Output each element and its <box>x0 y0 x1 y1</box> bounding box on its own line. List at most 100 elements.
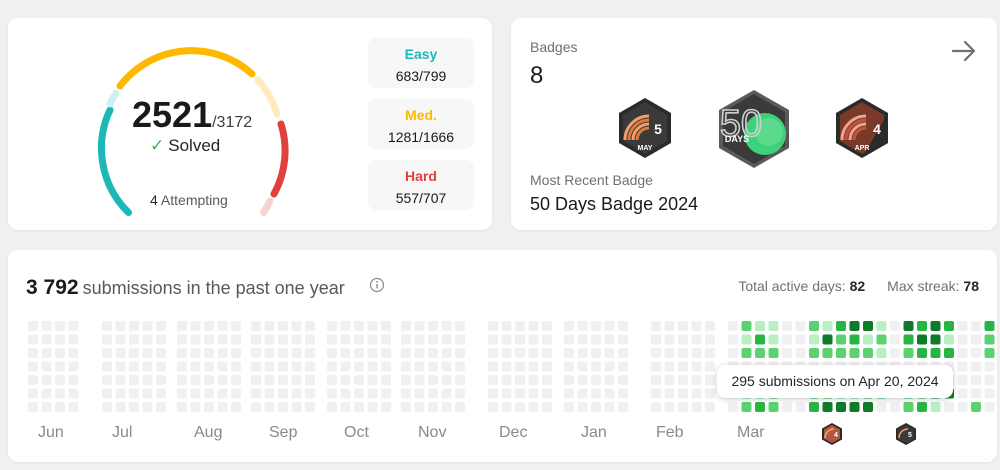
heatmap-cell[interactable] <box>903 321 914 331</box>
heatmap-cell[interactable] <box>664 375 675 385</box>
heatmap-cell[interactable] <box>488 361 498 372</box>
heatmap-cell[interactable] <box>142 348 153 358</box>
heatmap-cell[interactable] <box>190 402 201 412</box>
heatmap-cell[interactable] <box>217 321 228 331</box>
heatmap-cell[interactable] <box>305 334 315 345</box>
heatmap-cell[interactable] <box>705 348 715 358</box>
heatmap-cell[interactable] <box>501 375 512 385</box>
heatmap-cell[interactable] <box>291 348 302 358</box>
heatmap-cell[interactable] <box>68 402 79 412</box>
heatmap-cell[interactable] <box>705 321 715 331</box>
heatmap-cell[interactable] <box>204 348 214 358</box>
heatmap-cell[interactable] <box>809 348 819 358</box>
heatmap-cell[interactable] <box>678 375 688 385</box>
heatmap-cell[interactable] <box>691 375 702 385</box>
apr-streak-badge-icon[interactable]: 4 APR <box>832 96 892 160</box>
heatmap-cell[interactable] <box>251 361 261 372</box>
heatmap-cell[interactable] <box>414 375 425 385</box>
heatmap-cell[interactable] <box>190 321 201 331</box>
heatmap-cell[interactable] <box>190 361 201 372</box>
heatmap-cell[interactable] <box>367 388 378 399</box>
heatmap-cell[interactable] <box>971 334 981 345</box>
heatmap-cell[interactable] <box>177 375 187 385</box>
heatmap-cell[interactable] <box>401 388 411 399</box>
heatmap-cell[interactable] <box>41 361 52 372</box>
heatmap-cell[interactable] <box>957 388 968 399</box>
heatmap-cell[interactable] <box>327 375 337 385</box>
heatmap-cell[interactable] <box>428 388 438 399</box>
heatmap-cell[interactable] <box>822 348 833 358</box>
heatmap-cell[interactable] <box>984 388 995 399</box>
heatmap-cell[interactable] <box>564 334 574 345</box>
heatmap-cell[interactable] <box>102 388 112 399</box>
heatmap-cell[interactable] <box>591 321 601 331</box>
heatmap-cell[interactable] <box>741 321 752 331</box>
heatmap-cell[interactable] <box>278 348 288 358</box>
heatmap-cell[interactable] <box>55 402 65 412</box>
apr-mini-badge-icon[interactable]: 4 <box>821 422 843 446</box>
heatmap-cell[interactable] <box>414 348 425 358</box>
heatmap-cell[interactable] <box>414 402 425 412</box>
heatmap-cell[interactable] <box>984 402 995 412</box>
heatmap-cell[interactable] <box>903 334 914 345</box>
heatmap-cell[interactable] <box>741 402 752 412</box>
heatmap-cell[interactable] <box>305 348 315 358</box>
heatmap-cell[interactable] <box>782 334 792 345</box>
heatmap-cell[interactable] <box>984 321 995 331</box>
heatmap-cell[interactable] <box>217 388 228 399</box>
heatmap-cell[interactable] <box>367 361 378 372</box>
heatmap-cell[interactable] <box>528 402 539 412</box>
heatmap-cell[interactable] <box>441 361 452 372</box>
heatmap-cell[interactable] <box>577 361 588 372</box>
heatmap-cell[interactable] <box>664 321 675 331</box>
heatmap-cell[interactable] <box>849 348 860 358</box>
heatmap-cell[interactable] <box>488 348 498 358</box>
heatmap-cell[interactable] <box>795 402 806 412</box>
heatmap-cell[interactable] <box>930 334 941 345</box>
heatmap-cell[interactable] <box>782 402 792 412</box>
heatmap-cell[interactable] <box>528 348 539 358</box>
difficulty-easy[interactable]: Easy 683/799 <box>368 38 474 88</box>
heatmap-cell[interactable] <box>55 375 65 385</box>
heatmap-cell[interactable] <box>115 388 126 399</box>
heatmap-cell[interactable] <box>768 321 779 331</box>
heatmap-cell[interactable] <box>28 402 38 412</box>
heatmap-cell[interactable] <box>278 402 288 412</box>
heatmap-cell[interactable] <box>542 402 552 412</box>
heatmap-cell[interactable] <box>971 388 981 399</box>
heatmap-cell[interactable] <box>957 321 968 331</box>
heatmap-cell[interactable] <box>971 321 981 331</box>
heatmap-cell[interactable] <box>340 361 351 372</box>
heatmap-cell[interactable] <box>664 388 675 399</box>
heatmap-cell[interactable] <box>455 375 465 385</box>
heatmap-cell[interactable] <box>401 334 411 345</box>
heatmap-cell[interactable] <box>217 348 228 358</box>
heatmap-cell[interactable] <box>177 334 187 345</box>
heatmap-cell[interactable] <box>917 334 927 345</box>
heatmap-cell[interactable] <box>577 321 588 331</box>
heatmap-cell[interactable] <box>849 334 860 345</box>
heatmap-cell[interactable] <box>381 334 391 345</box>
heatmap-cell[interactable] <box>876 334 887 345</box>
heatmap-cell[interactable] <box>102 402 112 412</box>
heatmap-cell[interactable] <box>591 388 601 399</box>
heatmap-cell[interactable] <box>156 361 166 372</box>
heatmap-cell[interactable] <box>68 334 79 345</box>
heatmap-cell[interactable] <box>678 388 688 399</box>
heatmap-cell[interactable] <box>678 321 688 331</box>
heatmap-cell[interactable] <box>142 388 153 399</box>
heatmap-cell[interactable] <box>691 388 702 399</box>
heatmap-cell[interactable] <box>515 388 525 399</box>
heatmap-cell[interactable] <box>142 334 153 345</box>
heatmap-cell[interactable] <box>428 402 438 412</box>
heatmap-cell[interactable] <box>367 402 378 412</box>
heatmap-cell[interactable] <box>217 334 228 345</box>
heatmap-cell[interactable] <box>691 402 702 412</box>
heatmap-cell[interactable] <box>68 321 79 331</box>
heatmap-cell[interactable] <box>542 348 552 358</box>
heatmap-cell[interactable] <box>944 334 954 345</box>
heatmap-cell[interactable] <box>142 321 153 331</box>
heatmap-cell[interactable] <box>68 348 79 358</box>
heatmap-cell[interactable] <box>291 375 302 385</box>
heatmap-cell[interactable] <box>691 321 702 331</box>
